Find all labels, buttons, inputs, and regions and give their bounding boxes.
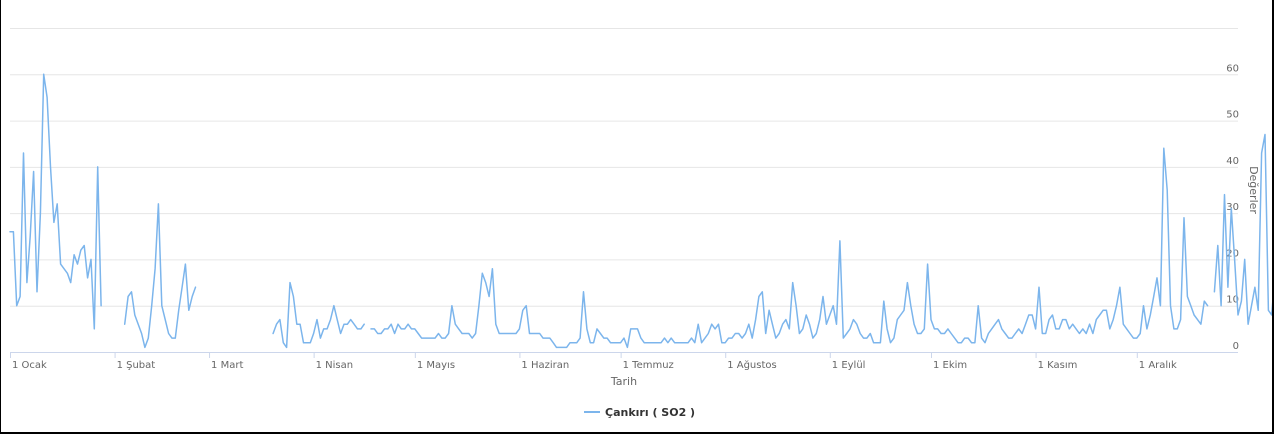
frame-bottom-border xyxy=(0,432,1274,434)
y-tick-label: 50 xyxy=(1226,110,1239,121)
x-tick-label: 1 Nisan xyxy=(316,360,353,371)
x-tick-label: 1 Aralık xyxy=(1139,360,1177,371)
legend[interactable]: Çankırı ( SO2 ) xyxy=(584,406,695,419)
frame-right-border xyxy=(1272,0,1274,434)
x-tick-label: 1 Ağustos xyxy=(727,359,777,371)
y-tick-label: 60 xyxy=(1226,63,1239,74)
grid-lines xyxy=(10,28,1238,353)
y-axis-ticks: 0 10 20 30 40 50 60 xyxy=(1226,63,1239,352)
x-tick-label: 1 Şubat xyxy=(117,360,156,371)
series-line[interactable] xyxy=(9,73,1274,349)
series-layer xyxy=(9,73,1274,349)
x-tick-label: 1 Ocak xyxy=(12,360,47,371)
x-tick-label: 1 Mart xyxy=(211,360,243,371)
x-tick-label: 1 Eylül xyxy=(832,360,866,371)
x-tick-label: 1 Temmuz xyxy=(623,360,674,371)
y-tick-label: 20 xyxy=(1226,248,1239,259)
y-tick-label: 40 xyxy=(1226,156,1239,167)
x-tick-label: 1 Haziran xyxy=(521,360,569,371)
x-tick-label: 1 Mayıs xyxy=(417,360,455,371)
y-tick-label: 0 xyxy=(1233,341,1239,352)
y-tick-label: 30 xyxy=(1226,202,1239,213)
frame-left-border xyxy=(0,0,1,434)
y-tick-label: 10 xyxy=(1226,295,1239,306)
x-axis-title: Tarih xyxy=(610,375,637,388)
x-tick-label: 1 Ekim xyxy=(933,360,967,371)
legend-label[interactable]: Çankırı ( SO2 ) xyxy=(605,406,695,419)
y-axis-title: Değerler xyxy=(1247,166,1260,214)
x-axis-ticks: 1 Ocak 1 Şubat 1 Mart 1 Nisan 1 Mayıs 1 Hazir… xyxy=(10,352,1177,371)
x-tick-label: 1 Kasım xyxy=(1038,360,1078,371)
